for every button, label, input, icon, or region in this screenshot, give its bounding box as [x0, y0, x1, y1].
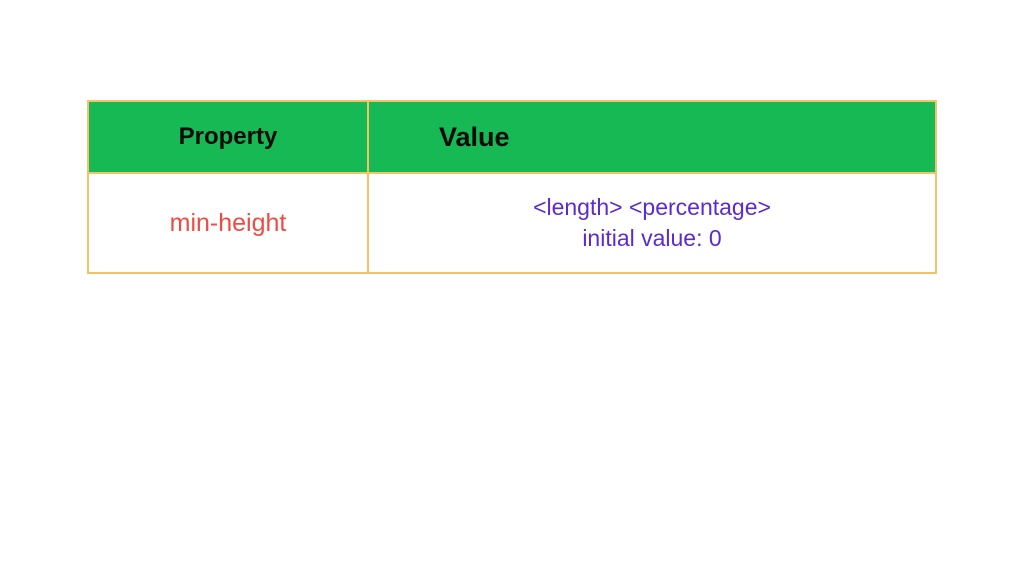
table-row: min-height <length> <percentage> initial… — [88, 173, 936, 273]
column-header-property: Property — [88, 101, 368, 173]
column-header-value: Value — [368, 101, 936, 173]
property-cell: min-height — [88, 173, 368, 273]
table-header-row: Property Value — [88, 101, 936, 173]
value-line-1: <length> <percentage> — [533, 192, 771, 223]
value-line-2: initial value: 0 — [582, 223, 721, 254]
value-cell: <length> <percentage> initial value: 0 — [368, 173, 936, 273]
css-property-table: Property Value min-height <length> <perc… — [87, 100, 937, 274]
